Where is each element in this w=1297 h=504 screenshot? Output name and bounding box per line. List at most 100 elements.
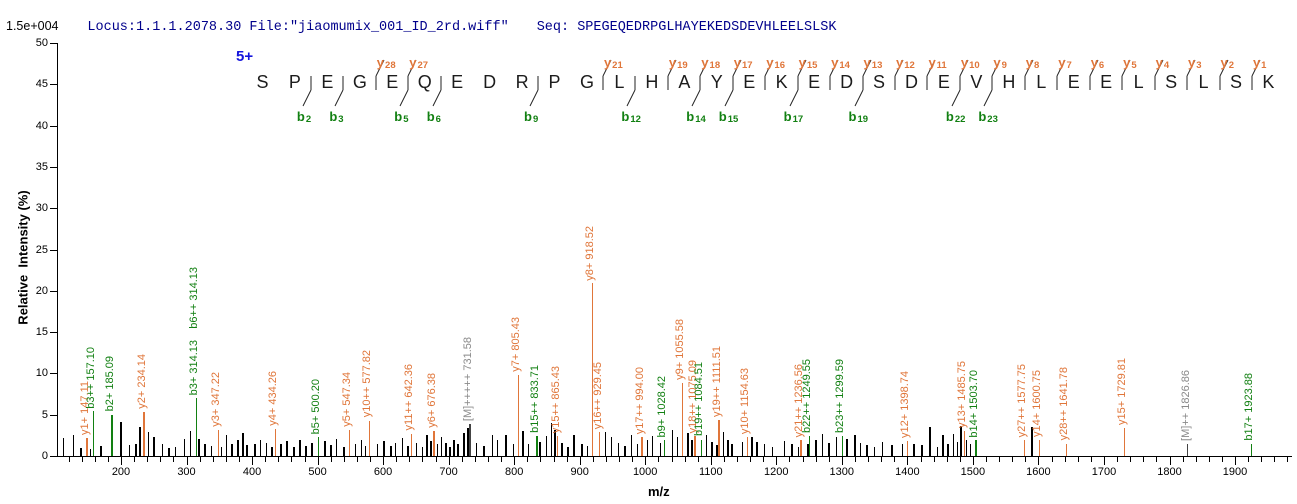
- x-axis-tick-label: 1000: [632, 466, 658, 478]
- y-axis-tick: [50, 332, 57, 334]
- precursor-peak: [1187, 444, 1189, 456]
- cleavage-marker: [399, 59, 417, 107]
- unassigned-peak: [929, 427, 931, 456]
- residue-letter: H: [1002, 72, 1016, 92]
- y-ion-marker-y27: y27: [409, 55, 429, 71]
- cleavage-marker: [854, 59, 871, 107]
- x-axis-minor-tick: [1117, 457, 1119, 462]
- seq-prefix: Seq:: [536, 20, 570, 35]
- residue-letter: S: [256, 72, 269, 92]
- x-axis-tick-label: 700: [439, 466, 458, 478]
- x-axis-minor-tick: [356, 457, 358, 462]
- cleavage-marker: [1251, 59, 1261, 90]
- y-ion-peak: [348, 429, 350, 456]
- y-ion-marker-y28: y28: [376, 55, 396, 71]
- x-axis-minor-tick: [1156, 457, 1158, 462]
- y-ion-marker-y6: y6: [1090, 55, 1105, 71]
- unassigned-peak: [299, 439, 301, 456]
- y-ion-peak: [1065, 443, 1068, 456]
- unassigned-peak: [942, 435, 944, 456]
- unassigned-peak: [426, 435, 428, 456]
- x-axis-minor-tick: [1143, 457, 1145, 462]
- unassigned-peak: [913, 444, 915, 456]
- residue-17-K: y16 K: [764, 55, 798, 96]
- x-axis-minor-tick: [1064, 457, 1066, 462]
- unassigned-peak: [330, 445, 332, 456]
- unassigned-peak: [659, 442, 662, 456]
- unassigned-peak: [225, 435, 228, 456]
- unassigned-peak: [545, 436, 548, 456]
- b-ion-peak: [700, 439, 702, 456]
- unassigned-peak: [383, 441, 385, 456]
- residue-letter: D: [483, 72, 497, 92]
- b-ion-peak: [92, 411, 95, 456]
- unassigned-peak: [722, 432, 725, 456]
- header-line: Locus:1.1.1.2078.30 File:"jiaomumix_001_…: [55, 5, 836, 50]
- x-axis-tick-label: 300: [177, 466, 196, 478]
- y-ion-peak: [1023, 440, 1026, 456]
- cleavage-marker: [1056, 59, 1066, 90]
- x-axis-minor-tick: [723, 457, 725, 462]
- unassigned-peak: [440, 437, 443, 456]
- x-axis-tick-label: 1900: [1222, 466, 1248, 478]
- unassigned-peak: [763, 444, 766, 456]
- unassigned-peak: [527, 444, 530, 456]
- unassigned-peak: [242, 432, 244, 456]
- x-axis-minor-tick: [684, 457, 686, 462]
- y-ion-marker-y10: y10: [960, 55, 980, 71]
- peak-annotation-label: b9+ 1028.42: [656, 375, 669, 438]
- unassigned-peak: [390, 446, 392, 456]
- y-ion-marker-y12: y12: [896, 55, 915, 71]
- residue-letter: L: [1036, 72, 1047, 92]
- x-axis-minor-tick: [435, 457, 437, 462]
- y-axis-tick: [50, 249, 57, 251]
- y-ion-peak: [694, 436, 696, 456]
- unassigned-peak: [610, 437, 613, 456]
- peak-annotation-label: b3++ 157.10: [85, 346, 98, 409]
- x-axis-minor-tick: [710, 457, 712, 465]
- unassigned-peak: [198, 438, 200, 456]
- residue-27-E: y6 E: [1089, 55, 1123, 96]
- residue-21-D: y12 D: [894, 55, 928, 96]
- x-axis-minor-tick: [868, 457, 869, 462]
- x-axis-tick-label: 1400: [895, 466, 920, 478]
- y-ion-marker-y14: y14: [831, 55, 850, 71]
- x-axis-tick-label: 1200: [764, 466, 789, 478]
- residue-23-V: y10 b22 V: [946, 55, 993, 125]
- x-axis-minor-tick: [186, 457, 188, 465]
- cleavage-marker: [626, 76, 636, 107]
- unassigned-peak: [168, 447, 170, 456]
- unassigned-peak: [716, 445, 718, 456]
- precursor-peak: [469, 423, 471, 456]
- unassigned-peak: [859, 442, 862, 456]
- unassigned-peak: [561, 442, 563, 456]
- unassigned-peak: [522, 431, 524, 456]
- y-ion-peak: [143, 412, 145, 456]
- unassigned-peak: [231, 443, 233, 456]
- x-axis-minor-tick: [121, 457, 122, 465]
- peak-annotation-label: [M]++ 1826.86: [1179, 370, 1192, 442]
- b-ion-marker-b22: b22: [945, 109, 966, 125]
- y-axis-tick: [50, 208, 57, 210]
- unassigned-peak: [467, 427, 469, 456]
- unassigned-peak: [72, 434, 75, 456]
- y-axis-tick: [50, 414, 57, 416]
- y-axis-tick-label: 35: [35, 160, 48, 173]
- peak-annotation-label: b14+ 1503.70: [967, 369, 980, 438]
- x-axis-minor-tick: [239, 457, 240, 462]
- residue-letter: G: [579, 72, 594, 92]
- b-ion-peak: [111, 414, 113, 456]
- residue-letter: E: [937, 72, 950, 92]
- unassigned-peak: [828, 442, 830, 456]
- x-axis-minor-tick: [881, 457, 883, 462]
- x-axis-minor-tick: [986, 457, 987, 462]
- unassigned-peak: [873, 446, 876, 456]
- x-axis-minor-tick: [343, 457, 345, 462]
- y-axis-tick-label: 5: [41, 408, 48, 421]
- unassigned-peak: [539, 442, 541, 456]
- peak-annotation-label: y17++ 994.00: [633, 366, 646, 434]
- unassigned-peak: [483, 446, 485, 456]
- y-ion-marker-y13: y13: [863, 55, 883, 71]
- x-axis-minor-tick: [802, 457, 804, 462]
- intensity-scale-factor: 1.5e+004: [6, 19, 59, 33]
